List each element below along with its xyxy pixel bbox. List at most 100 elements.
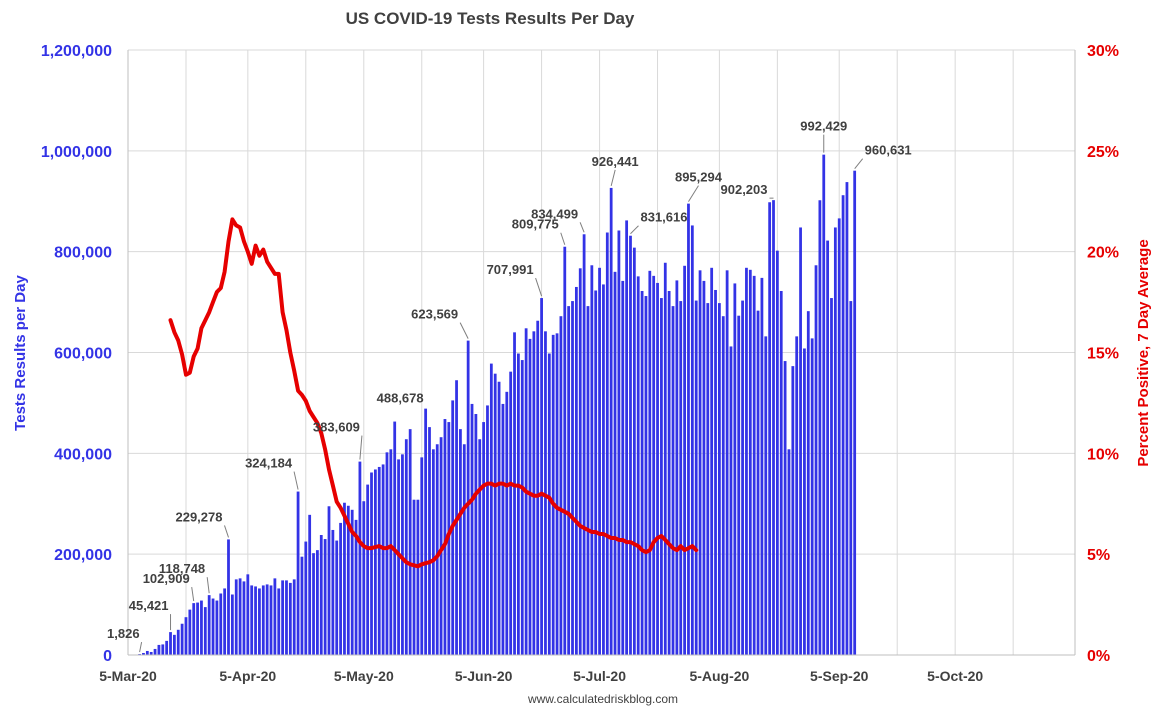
test-bar xyxy=(799,227,802,655)
test-bar xyxy=(559,316,563,655)
test-bar xyxy=(273,578,277,655)
test-bar xyxy=(532,331,536,655)
test-bar xyxy=(721,316,725,655)
test-bar xyxy=(300,556,304,655)
test-bar xyxy=(540,298,543,655)
test-bar xyxy=(358,461,362,655)
test-bar xyxy=(810,338,814,655)
test-bar xyxy=(501,403,505,655)
test-bar xyxy=(265,584,269,655)
test-bar xyxy=(636,276,640,655)
data-label-leader xyxy=(630,225,639,235)
data-label: 834,499 xyxy=(531,206,578,221)
data-label-leader xyxy=(293,471,299,490)
test-bar xyxy=(401,454,404,655)
test-bar xyxy=(528,338,532,655)
test-bar xyxy=(254,586,257,655)
y-tick-label-left: 0 xyxy=(103,648,112,665)
test-bar xyxy=(462,444,466,655)
data-label: 118,748 xyxy=(159,561,205,576)
test-bar xyxy=(408,429,412,655)
test-bar xyxy=(176,629,180,655)
test-bar xyxy=(292,579,296,655)
test-bar xyxy=(779,290,783,655)
test-bar xyxy=(327,506,331,655)
x-tick-label: 5-Oct-20 xyxy=(927,668,983,684)
data-label-leader xyxy=(688,185,699,202)
test-bar xyxy=(849,301,853,655)
test-bar xyxy=(416,499,420,655)
test-bar xyxy=(261,585,265,655)
test-bar xyxy=(296,491,300,655)
test-bar xyxy=(219,593,223,655)
test-bar xyxy=(505,391,509,655)
test-bar xyxy=(188,609,192,655)
test-bar xyxy=(853,170,857,655)
data-label: 992,429 xyxy=(800,119,847,134)
test-bar xyxy=(841,195,845,655)
test-bar xyxy=(389,449,393,655)
test-bar xyxy=(605,232,609,655)
test-bar xyxy=(683,265,686,655)
test-bar xyxy=(714,289,717,655)
test-bar xyxy=(830,298,833,655)
y-tick-label-left: 400,000 xyxy=(54,446,112,463)
test-bar xyxy=(277,588,281,655)
test-bar xyxy=(373,469,377,655)
test-bar xyxy=(586,306,590,655)
test-bar xyxy=(567,306,571,655)
test-bar xyxy=(211,598,215,655)
test-bar xyxy=(428,427,431,655)
test-bar xyxy=(818,200,822,655)
test-bar xyxy=(312,553,315,655)
data-label: 960,631 xyxy=(865,143,912,158)
test-bar xyxy=(149,651,153,655)
test-bar xyxy=(660,298,663,655)
test-bar xyxy=(285,580,288,655)
test-bar xyxy=(381,464,385,655)
test-bar xyxy=(331,529,335,655)
test-bar xyxy=(238,578,242,655)
x-tick-label: 5-Jun-20 xyxy=(455,668,513,684)
data-label-leader xyxy=(854,158,864,169)
test-bar xyxy=(748,269,752,655)
test-bar xyxy=(335,540,339,655)
test-bar xyxy=(203,607,207,655)
test-bar xyxy=(520,360,524,655)
test-bar xyxy=(551,334,555,655)
test-bar xyxy=(663,262,667,655)
test-bar xyxy=(791,366,795,655)
percent-positive-line-group xyxy=(168,217,699,569)
chart-title: US COVID-19 Tests Results Per Day xyxy=(346,9,635,28)
test-bar xyxy=(227,539,230,655)
test-bar xyxy=(424,408,428,655)
test-bar xyxy=(466,340,470,655)
test-bar xyxy=(806,311,810,655)
test-bar xyxy=(563,246,567,655)
data-label-leader xyxy=(459,322,469,339)
y-tick-label-right: 10% xyxy=(1087,446,1119,463)
test-bar xyxy=(474,414,478,655)
test-bar xyxy=(621,280,625,655)
data-label: 229,278 xyxy=(175,509,222,524)
test-bar xyxy=(304,541,308,655)
test-bar xyxy=(497,381,501,655)
bars xyxy=(130,154,857,656)
test-bar xyxy=(752,275,756,655)
grid xyxy=(127,49,1076,656)
test-bar xyxy=(787,449,791,655)
test-bar xyxy=(397,459,400,655)
data-label: 45,421 xyxy=(129,598,169,613)
test-bar xyxy=(729,346,733,655)
test-bar xyxy=(420,457,424,655)
test-bar xyxy=(671,306,675,655)
test-bar xyxy=(370,472,373,655)
data-label-leader xyxy=(359,435,363,460)
test-bar xyxy=(574,286,578,655)
test-bar xyxy=(687,203,690,655)
test-bar xyxy=(350,509,354,655)
y-tick-label-right: 20% xyxy=(1087,245,1119,262)
